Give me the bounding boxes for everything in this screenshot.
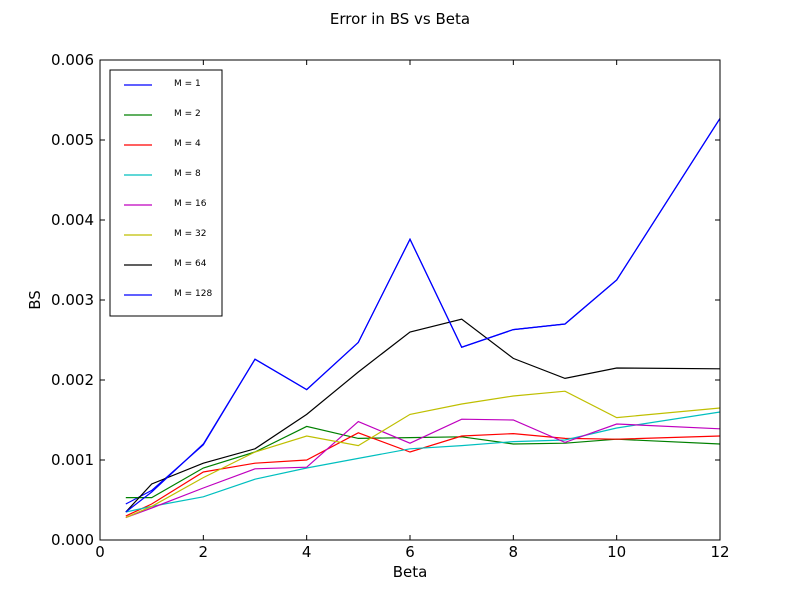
series-line-5	[125, 390, 721, 519]
x-tick-label: 10	[607, 543, 626, 561]
legend-label-4: M = 16	[174, 199, 207, 209]
x-tick-label: 8	[509, 543, 519, 561]
series-line-6	[125, 318, 721, 513]
ticks-layer: 0 2 4 6 8 10 12 0.000 0.001 0.002 0.003 0.004 0.005 0…	[51, 51, 730, 561]
x-tick-label: 2	[199, 543, 209, 561]
series-layer	[125, 118, 721, 519]
y-tick-label: 0.001	[51, 451, 94, 469]
x-tick-label: 4	[302, 543, 312, 561]
series-line-4	[125, 418, 721, 519]
y-tick-label: 0.006	[51, 51, 94, 69]
legend-label-7: M = 128	[174, 289, 212, 299]
legend-label-5: M = 32	[174, 229, 206, 239]
series-line-1	[125, 425, 721, 499]
legend-label-2: M = 4	[174, 139, 201, 149]
x-tick-label: 0	[95, 543, 105, 561]
series-line-2	[125, 432, 721, 517]
x-tick-label: 6	[405, 543, 415, 561]
legend: M = 1 M = 2 M = 4 M = 8 M = 16 M = 32 M = 64 M …	[109, 69, 223, 317]
y-tick-label: 0.004	[51, 211, 94, 229]
y-tick-label: 0.003	[51, 291, 94, 309]
legend-box	[109, 69, 223, 317]
legend-label-3: M = 8	[174, 169, 201, 179]
x-tick-label: 12	[710, 543, 729, 561]
chart-title: Error in BS vs Beta	[330, 10, 470, 28]
series-line-3	[125, 411, 721, 513]
series-line-7	[125, 118, 721, 513]
y-tick-label: 0.005	[51, 131, 94, 149]
y-tick-label: 0.002	[51, 371, 94, 389]
legend-label-6: M = 64	[174, 259, 207, 269]
legend-label-0: M = 1	[174, 79, 201, 89]
y-tick-label: 0.000	[51, 531, 94, 549]
legend-label-1: M = 2	[174, 109, 201, 119]
x-axis-label: Beta	[393, 563, 428, 581]
y-axis-label: BS	[26, 290, 44, 310]
